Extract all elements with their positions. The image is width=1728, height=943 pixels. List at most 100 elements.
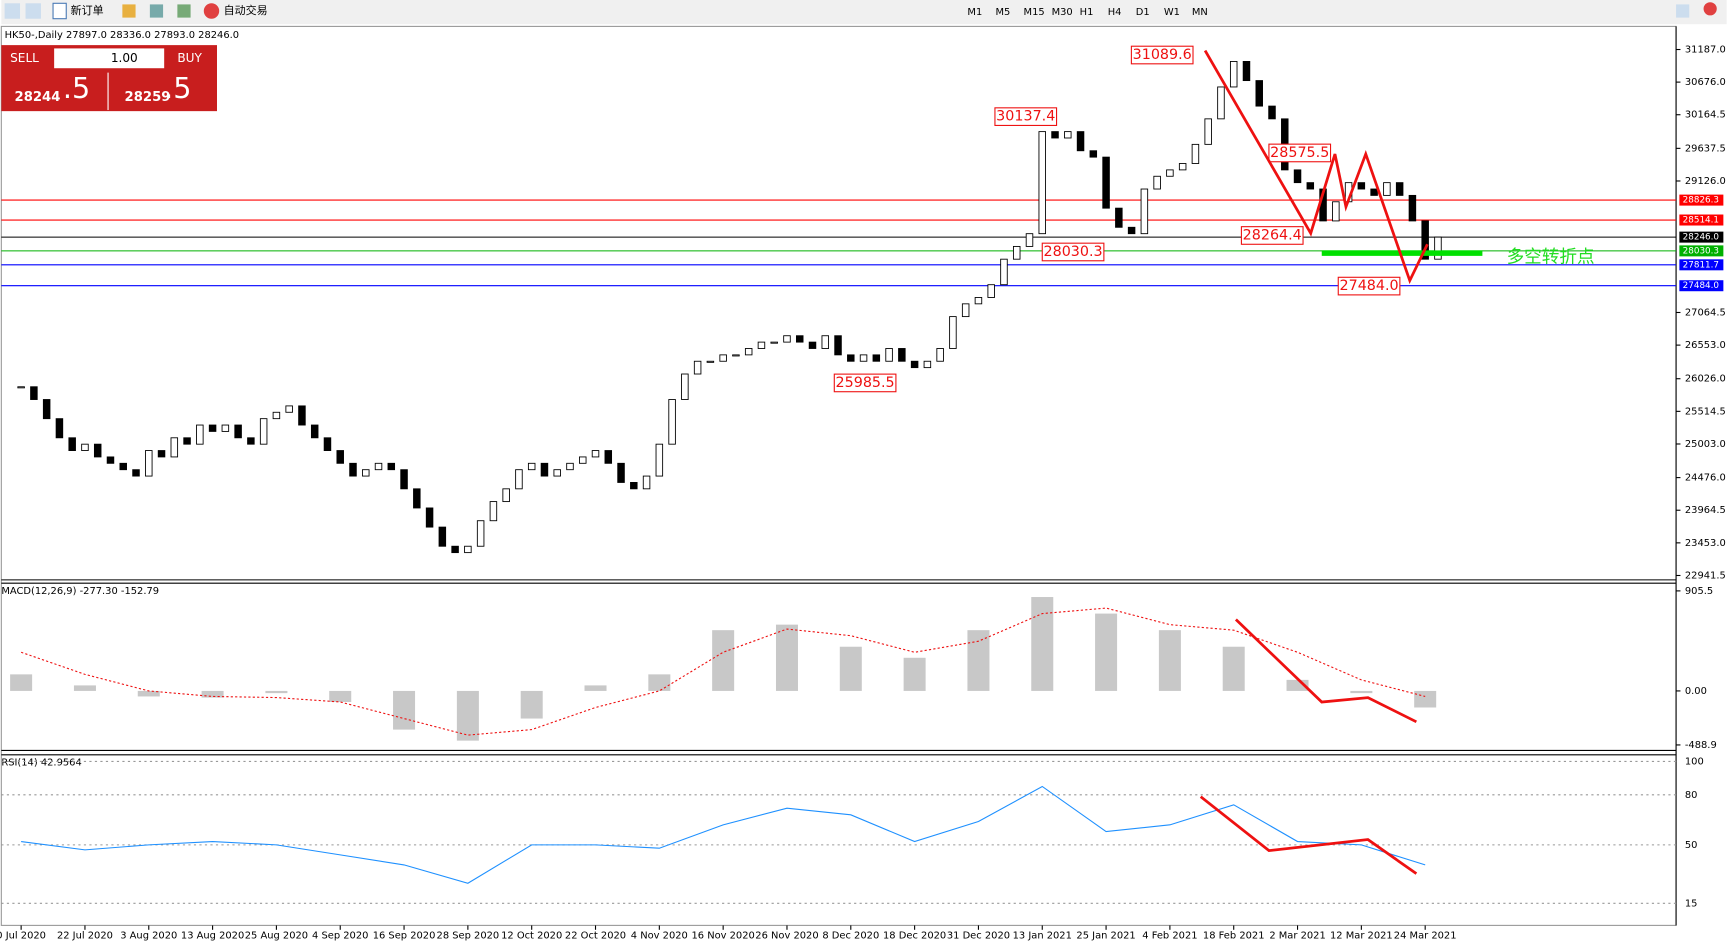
candle — [783, 335, 791, 343]
timeframe-button[interactable]: M15 — [1024, 7, 1045, 18]
sell-pips[interactable]: .5 — [63, 71, 90, 105]
candle — [923, 360, 932, 369]
price-level-tag — [1679, 259, 1724, 271]
candle — [81, 443, 89, 451]
macd-bar — [265, 690, 288, 694]
macd-bar — [1222, 646, 1245, 691]
price-level-label: 28246.0 — [1683, 233, 1720, 243]
candle — [1408, 194, 1417, 222]
auto-trading[interactable]: 自动交易 — [224, 3, 268, 17]
x-tick-label: 4 Sep 2020 — [312, 930, 368, 941]
macd-bar — [201, 690, 224, 698]
search-icon[interactable] — [1676, 4, 1690, 18]
candle — [949, 316, 957, 349]
macd-bar — [329, 690, 352, 702]
timeframe-button[interactable]: D1 — [1136, 7, 1150, 18]
tool-icon[interactable] — [4, 3, 21, 19]
candle — [693, 360, 702, 375]
macd-bar — [137, 690, 160, 697]
buy-price[interactable]: 28259 — [125, 90, 171, 105]
chart-window — [0, 25, 1677, 926]
candle — [527, 462, 536, 471]
tool-icon[interactable] — [177, 4, 191, 18]
macd-bar — [584, 685, 607, 691]
y-tick-label: 26553.0 — [1685, 340, 1726, 351]
timeframe-button[interactable]: M1 — [967, 7, 982, 18]
candle — [1191, 143, 1200, 164]
y-tick-label: 24476.0 — [1685, 473, 1726, 484]
candle — [974, 297, 983, 305]
new-order[interactable]: 新订单 — [71, 3, 104, 17]
y-tick-label: 23453.0 — [1685, 538, 1726, 549]
candle — [42, 399, 51, 420]
candle — [310, 424, 319, 439]
candle — [642, 475, 651, 490]
x-tick-label: 22 Oct 2020 — [565, 930, 626, 941]
x-tick-label: 28 Sep 2020 — [437, 930, 500, 941]
timeframe-button[interactable]: W1 — [1164, 7, 1180, 18]
macd-bar — [648, 674, 671, 691]
candle — [30, 386, 38, 400]
new-order-icon[interactable] — [52, 2, 67, 20]
y-tick-label: 29637.5 — [1685, 143, 1726, 154]
annotation: 28030.3 — [1044, 244, 1103, 260]
timeframe-button[interactable]: M5 — [995, 7, 1010, 18]
candle — [540, 462, 549, 477]
buy-button[interactable]: BUY — [177, 51, 202, 65]
candle — [910, 360, 919, 369]
candle — [68, 437, 76, 451]
timeframe-button[interactable]: MN — [1192, 7, 1208, 18]
candle — [374, 462, 383, 471]
candle — [132, 469, 140, 477]
x-tick-label: 0 Jul 2020 — [0, 930, 46, 941]
candle — [106, 456, 115, 464]
candle — [757, 341, 766, 349]
notification[interactable] — [1703, 2, 1717, 16]
candle — [668, 399, 676, 445]
candle — [859, 354, 868, 362]
lots[interactable]: 1.00 — [111, 51, 138, 65]
price-level-label: 27484.0 — [1683, 281, 1720, 291]
y-tick-label: 15 — [1685, 898, 1698, 909]
candle — [1242, 61, 1251, 82]
candle — [553, 469, 561, 477]
candle — [1000, 258, 1008, 286]
timeframe-button[interactable]: H4 — [1108, 7, 1122, 18]
tool-icon[interactable] — [25, 3, 41, 19]
candle — [259, 418, 268, 445]
candle — [630, 482, 638, 490]
candle — [425, 507, 434, 528]
sell-price[interactable]: 28244 — [15, 90, 61, 105]
candle — [1204, 118, 1212, 145]
y-tick-label: 100 — [1685, 756, 1704, 767]
auto-trading-icon[interactable] — [203, 3, 220, 19]
candle — [157, 450, 166, 458]
y-tick-label: 27064.5 — [1685, 307, 1726, 318]
candle — [183, 437, 191, 445]
sell-button[interactable]: SELL — [10, 51, 39, 65]
macd-bar — [839, 646, 862, 691]
candle — [795, 335, 804, 343]
annotation: 30137.4 — [996, 109, 1055, 125]
timeframe-button[interactable]: H1 — [1080, 7, 1094, 18]
toolbar — [1, 0, 1727, 25]
tool-icon[interactable] — [149, 4, 164, 18]
candle — [770, 341, 778, 344]
candle — [1140, 188, 1149, 235]
candle — [1064, 131, 1072, 139]
candle — [1395, 182, 1404, 196]
annotation-box — [1337, 276, 1401, 296]
y-tick-label: 30164.5 — [1685, 110, 1726, 121]
lots-box[interactable] — [54, 48, 165, 69]
candle — [1076, 131, 1085, 152]
buy-pips[interactable]: .5 — [164, 71, 191, 105]
timeframe-button[interactable]: M30 — [1052, 7, 1073, 18]
candle — [438, 526, 447, 547]
annotation-box — [1240, 226, 1304, 245]
candle — [387, 462, 396, 471]
tool-icon[interactable] — [122, 4, 136, 18]
y-tick-label: 29126.0 — [1685, 176, 1726, 187]
candle — [208, 424, 217, 432]
x-tick-label: 18 Feb 2021 — [1203, 930, 1265, 941]
candle — [1153, 175, 1161, 190]
